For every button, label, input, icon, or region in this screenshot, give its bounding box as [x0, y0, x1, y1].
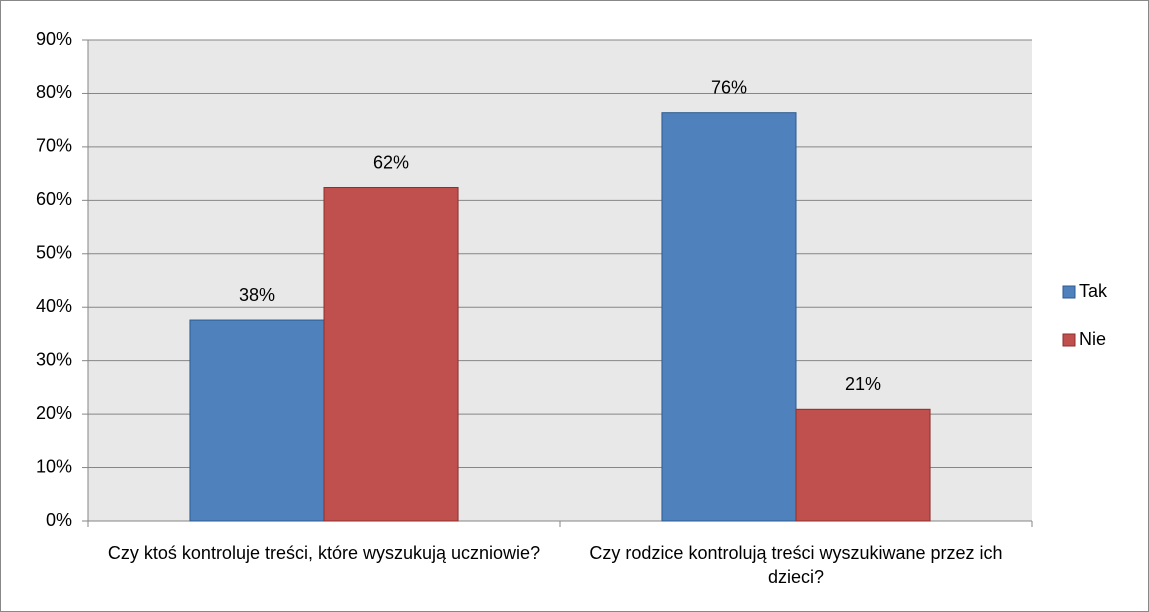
- bar: [661, 112, 797, 522]
- y-tick-label: 90%: [36, 29, 72, 49]
- data-label: 21%: [845, 374, 881, 394]
- y-tick-label: 40%: [36, 296, 72, 316]
- x-tick-label: Czy rodzice kontrolują treści wyszukiwan…: [589, 543, 1003, 587]
- y-tick-label: 10%: [36, 456, 72, 476]
- y-tick-label: 80%: [36, 82, 72, 102]
- y-tick-label: 20%: [36, 403, 72, 423]
- legend-label: Nie: [1079, 329, 1106, 349]
- y-tick-label: 50%: [36, 243, 72, 263]
- legend-label: Tak: [1079, 281, 1108, 301]
- y-tick-label: 30%: [36, 349, 72, 369]
- bar: [795, 408, 931, 522]
- legend-swatch: [1062, 285, 1076, 299]
- data-label: 38%: [239, 285, 275, 305]
- data-label: 76%: [711, 77, 747, 97]
- data-label: 62%: [373, 152, 409, 172]
- y-tick-label: 70%: [36, 136, 72, 156]
- y-tick-label: 0%: [46, 510, 72, 530]
- bar: [189, 319, 325, 522]
- bar: [323, 187, 459, 522]
- x-tick-label: Czy ktoś kontroluje treści, które wyszuk…: [107, 543, 541, 563]
- y-tick-label: 60%: [36, 189, 72, 209]
- legend-swatch: [1062, 333, 1076, 347]
